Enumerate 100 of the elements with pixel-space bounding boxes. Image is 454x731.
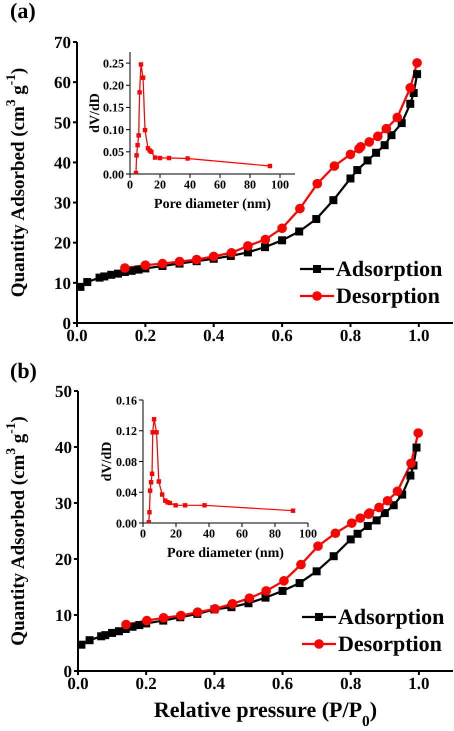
point bbox=[413, 70, 422, 78]
point bbox=[77, 282, 84, 291]
point bbox=[160, 492, 164, 497]
point bbox=[156, 479, 162, 484]
point bbox=[392, 112, 402, 122]
x-tick-label: 80 bbox=[244, 178, 256, 192]
point bbox=[296, 560, 306, 570]
point bbox=[173, 503, 178, 508]
y-tick-label: 50 bbox=[55, 382, 72, 402]
point bbox=[295, 204, 305, 214]
point bbox=[330, 161, 340, 171]
point bbox=[158, 613, 168, 623]
point bbox=[260, 234, 270, 244]
point bbox=[330, 552, 338, 560]
x-tick-label: 100 bbox=[271, 178, 289, 192]
x-tick-label: 20 bbox=[154, 178, 166, 192]
point bbox=[412, 58, 422, 68]
point bbox=[372, 148, 380, 157]
point bbox=[185, 156, 190, 161]
legend-label: Desorption bbox=[336, 282, 440, 308]
y-tick-label: 30 bbox=[54, 194, 71, 213]
y-tick-label: 20 bbox=[54, 234, 71, 253]
point bbox=[406, 458, 416, 468]
point bbox=[146, 520, 151, 523]
point bbox=[312, 215, 320, 224]
point bbox=[148, 480, 154, 484]
y-tick-label: 10 bbox=[54, 274, 71, 293]
point bbox=[138, 62, 144, 67]
point bbox=[243, 241, 253, 251]
y-tick-label: 10 bbox=[55, 606, 72, 626]
point bbox=[313, 541, 323, 551]
point bbox=[136, 133, 141, 138]
point bbox=[346, 150, 356, 160]
point bbox=[261, 243, 269, 252]
point bbox=[364, 522, 372, 530]
point bbox=[353, 166, 362, 174]
x-tick-label: 60 bbox=[214, 178, 226, 192]
point bbox=[406, 100, 414, 108]
point bbox=[150, 472, 154, 476]
point bbox=[244, 593, 254, 603]
point bbox=[228, 599, 238, 609]
x-tick-label: 20 bbox=[170, 526, 182, 541]
y-tick-label: 40 bbox=[54, 153, 71, 172]
legend-label: Desorption bbox=[338, 630, 442, 656]
x-tick-label: 0.2 bbox=[136, 674, 157, 694]
x-axis-title: Pore diameter (nm) bbox=[154, 197, 272, 212]
point bbox=[312, 178, 322, 189]
point bbox=[278, 236, 286, 244]
point bbox=[380, 509, 389, 518]
point bbox=[202, 503, 207, 508]
point bbox=[78, 640, 86, 649]
y-tick-label: 0.12 bbox=[116, 424, 137, 438]
point bbox=[134, 153, 139, 158]
point bbox=[86, 636, 94, 644]
point bbox=[140, 260, 150, 270]
x-tick-label: 1.0 bbox=[408, 326, 430, 346]
point bbox=[148, 488, 152, 493]
y-tick-label: 0.10 bbox=[103, 122, 124, 137]
point bbox=[405, 82, 416, 93]
y-tick-label: 0.20 bbox=[103, 78, 124, 93]
point bbox=[120, 263, 130, 273]
point bbox=[355, 513, 366, 523]
point bbox=[277, 223, 287, 234]
x-tick-label: 0.8 bbox=[340, 326, 362, 346]
x-axis-title: Relative pressure (P/P$_{0}$) bbox=[154, 697, 378, 730]
y-tick-label: 20 bbox=[55, 550, 72, 570]
x-tick-label: 0.6 bbox=[272, 674, 294, 694]
point bbox=[278, 586, 287, 595]
point bbox=[372, 516, 381, 524]
point bbox=[382, 496, 392, 506]
point bbox=[168, 500, 172, 506]
point bbox=[152, 417, 156, 422]
point bbox=[192, 254, 202, 264]
y-tick-label: 0.08 bbox=[116, 454, 137, 469]
y-tick-label: 0.04 bbox=[116, 486, 137, 500]
point bbox=[261, 586, 271, 596]
point bbox=[346, 535, 355, 544]
point bbox=[147, 510, 152, 514]
point bbox=[329, 196, 338, 204]
x-tick-label: 0.8 bbox=[340, 674, 362, 694]
point bbox=[346, 174, 354, 182]
point bbox=[135, 142, 140, 148]
y-tick-label: 0.25 bbox=[103, 56, 124, 70]
x-tick-label: 0.2 bbox=[134, 326, 156, 346]
point bbox=[330, 528, 340, 538]
point bbox=[121, 620, 131, 630]
point bbox=[142, 128, 148, 132]
point bbox=[406, 472, 414, 480]
point bbox=[208, 252, 219, 262]
point bbox=[374, 502, 384, 512]
point bbox=[364, 156, 372, 164]
x-tick-label: 1.0 bbox=[408, 674, 430, 694]
x-tick-label: 60 bbox=[236, 526, 248, 541]
point bbox=[354, 530, 362, 538]
x-tick-label: 0 bbox=[140, 526, 146, 541]
y-tick-label: 0.05 bbox=[103, 145, 124, 160]
y-tick-label: 40 bbox=[55, 438, 72, 458]
point bbox=[412, 444, 421, 452]
chart-title: (b) bbox=[10, 358, 37, 384]
point bbox=[312, 567, 321, 576]
